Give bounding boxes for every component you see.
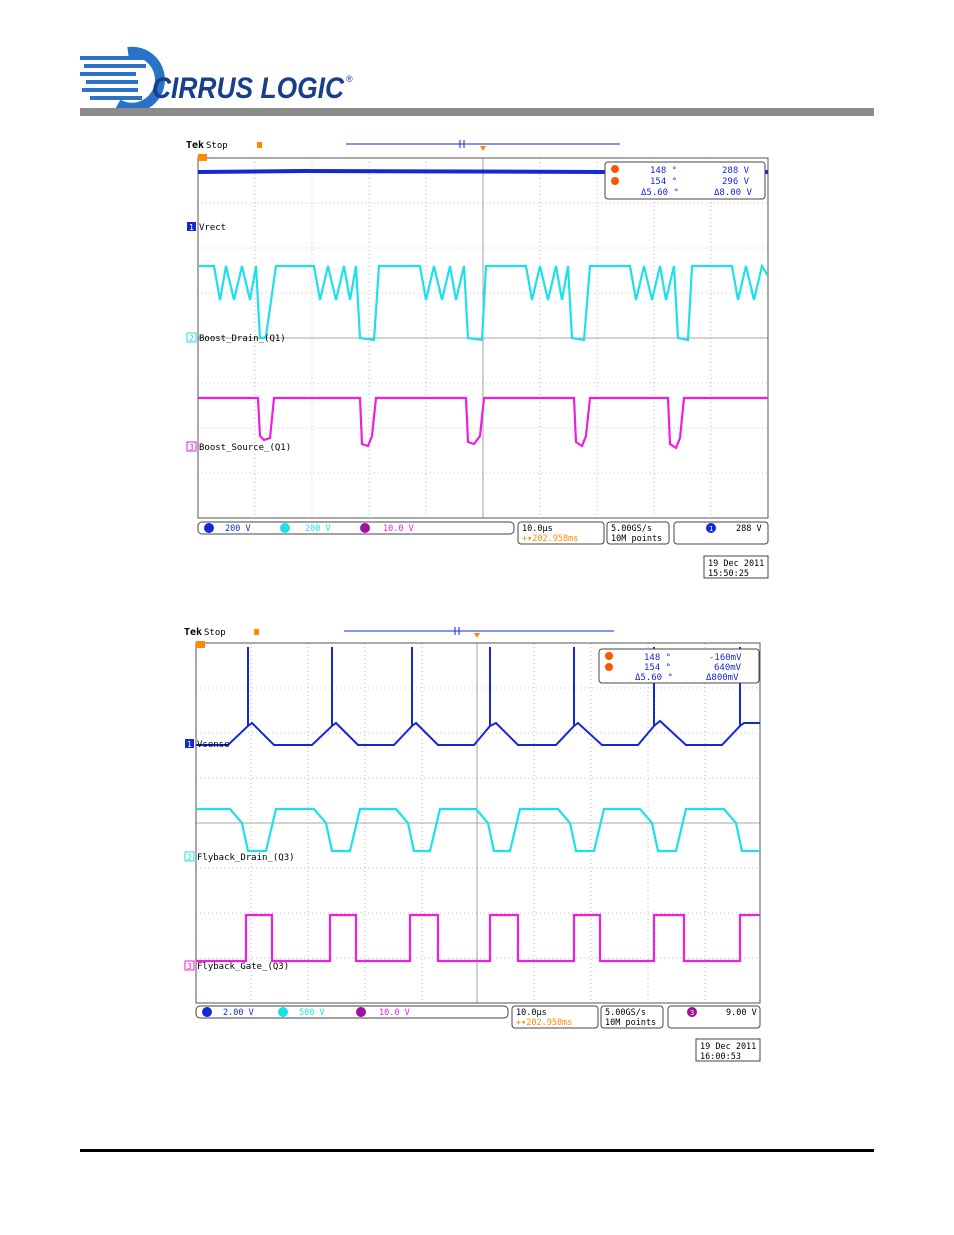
- svg-text:+▾202.958ms: +▾202.958ms: [522, 534, 578, 544]
- cursor-readout: 148 ° -160mV 154 ° 640mV Δ5.60 ° Δ800mV: [598, 648, 760, 684]
- cursor-readout: 148 ° 288 V 154 ° 296 V Δ5.60 ° Δ8.00 V: [604, 161, 766, 200]
- ch3-label: Boost_Source_(Q1): [199, 443, 291, 453]
- svg-text:10.0µs: 10.0µs: [516, 1008, 547, 1018]
- svg-text:19 Dec 2011: 19 Dec 2011: [708, 559, 764, 569]
- svg-text:+▾202.958ms: +▾202.958ms: [516, 1018, 572, 1028]
- svg-text:1: 1: [189, 223, 194, 232]
- svg-text:148 °: 148 °: [644, 653, 671, 663]
- svg-text:3: 3: [690, 1009, 694, 1017]
- scope-screen-2: Tek Stop 1 Vsense 2 Flyback_Drain_(Q3) 3…: [184, 623, 774, 1063]
- ch2-trace: [198, 263, 769, 342]
- svg-text:288 V: 288 V: [722, 166, 750, 176]
- ch3-label: Flyback_Gate_(Q3): [197, 962, 289, 972]
- ch3-trace: [198, 396, 768, 450]
- svg-text:19 Dec 2011: 19 Dec 2011: [700, 1042, 756, 1052]
- svg-text:15:50:25: 15:50:25: [708, 569, 749, 579]
- svg-text:3: 3: [187, 962, 192, 971]
- svg-text:296 V: 296 V: [722, 177, 750, 187]
- svg-text:2: 2: [187, 853, 192, 862]
- svg-text:640mV: 640mV: [714, 663, 742, 673]
- logo-swoosh-icon: [80, 46, 165, 108]
- svg-text:10.0 V: 10.0 V: [379, 1008, 410, 1018]
- svg-text:200 V: 200 V: [305, 524, 331, 534]
- trigger-position-icon: [474, 633, 480, 638]
- bottom-readout: 2.00 V 500 V 10.0 V 10.0µs +▾202.958ms 5…: [195, 1005, 761, 1062]
- svg-text:Δ5.60 °: Δ5.60 °: [641, 188, 679, 198]
- tek-logo: Tek: [186, 140, 204, 151]
- svg-text:148 °: 148 °: [650, 166, 677, 176]
- bottom-readout: 200 V 200 V 10.0 V 10.0µs +▾202.958ms 5.…: [197, 521, 769, 579]
- svg-text:2.00 V: 2.00 V: [223, 1008, 254, 1018]
- svg-text:154 °: 154 °: [644, 663, 671, 673]
- svg-text:10.0 V: 10.0 V: [383, 524, 414, 534]
- svg-text:1: 1: [187, 740, 192, 749]
- ch1-label: Vrect: [199, 223, 226, 233]
- trigger-position-icon: [480, 146, 486, 151]
- ch2-label: Boost_Drain_(Q1): [199, 334, 286, 344]
- cirrus-logic-logo: CIRRUS LOGIC ®: [80, 46, 353, 108]
- ch1-label: Vsense: [197, 740, 230, 750]
- trigger-marker-icon: [257, 142, 262, 148]
- svg-text:10M points: 10M points: [605, 1018, 656, 1028]
- svg-text:2: 2: [189, 334, 194, 343]
- svg-text:5.00GS/s: 5.00GS/s: [611, 524, 652, 534]
- ch2-label: Flyback_Drain_(Q3): [197, 853, 295, 863]
- svg-text:Δ800mV: Δ800mV: [706, 673, 739, 683]
- acq-state: Stop: [204, 628, 226, 638]
- svg-text:5.00GS/s: 5.00GS/s: [605, 1008, 646, 1018]
- ch3-trace: [196, 913, 760, 963]
- svg-text:500 V: 500 V: [299, 1008, 325, 1018]
- acq-state: Stop: [206, 141, 228, 151]
- header-bar: [80, 108, 874, 116]
- tek-logo: Tek: [184, 627, 202, 638]
- svg-text:10M points: 10M points: [611, 534, 662, 544]
- svg-text:3: 3: [189, 443, 194, 452]
- svg-text:Δ8.00 V: Δ8.00 V: [714, 188, 753, 198]
- brand-name: CIRRUS LOGIC: [152, 72, 345, 105]
- svg-text:200 V: 200 V: [225, 524, 251, 534]
- svg-text:1: 1: [709, 525, 713, 533]
- svg-text:288 V: 288 V: [736, 524, 762, 534]
- svg-text:16:00:53: 16:00:53: [700, 1052, 741, 1062]
- registered-mark: ®: [346, 74, 353, 84]
- trigger-marker-icon: [254, 629, 259, 635]
- ch2-trace: [196, 807, 760, 853]
- svg-text:10.0µs: 10.0µs: [522, 524, 553, 534]
- svg-text:-160mV: -160mV: [709, 653, 742, 663]
- svg-text:Δ5.60 °: Δ5.60 °: [635, 673, 673, 683]
- footer-rule: [80, 1149, 874, 1152]
- scope-screen-1: Tek Stop 1 Vrect 2 Boost_Drain_(Q1) 3 Bo…: [184, 136, 774, 580]
- svg-text:154 °: 154 °: [650, 177, 677, 187]
- ch1-trace: [196, 647, 760, 746]
- svg-text:9.00 V: 9.00 V: [726, 1008, 757, 1018]
